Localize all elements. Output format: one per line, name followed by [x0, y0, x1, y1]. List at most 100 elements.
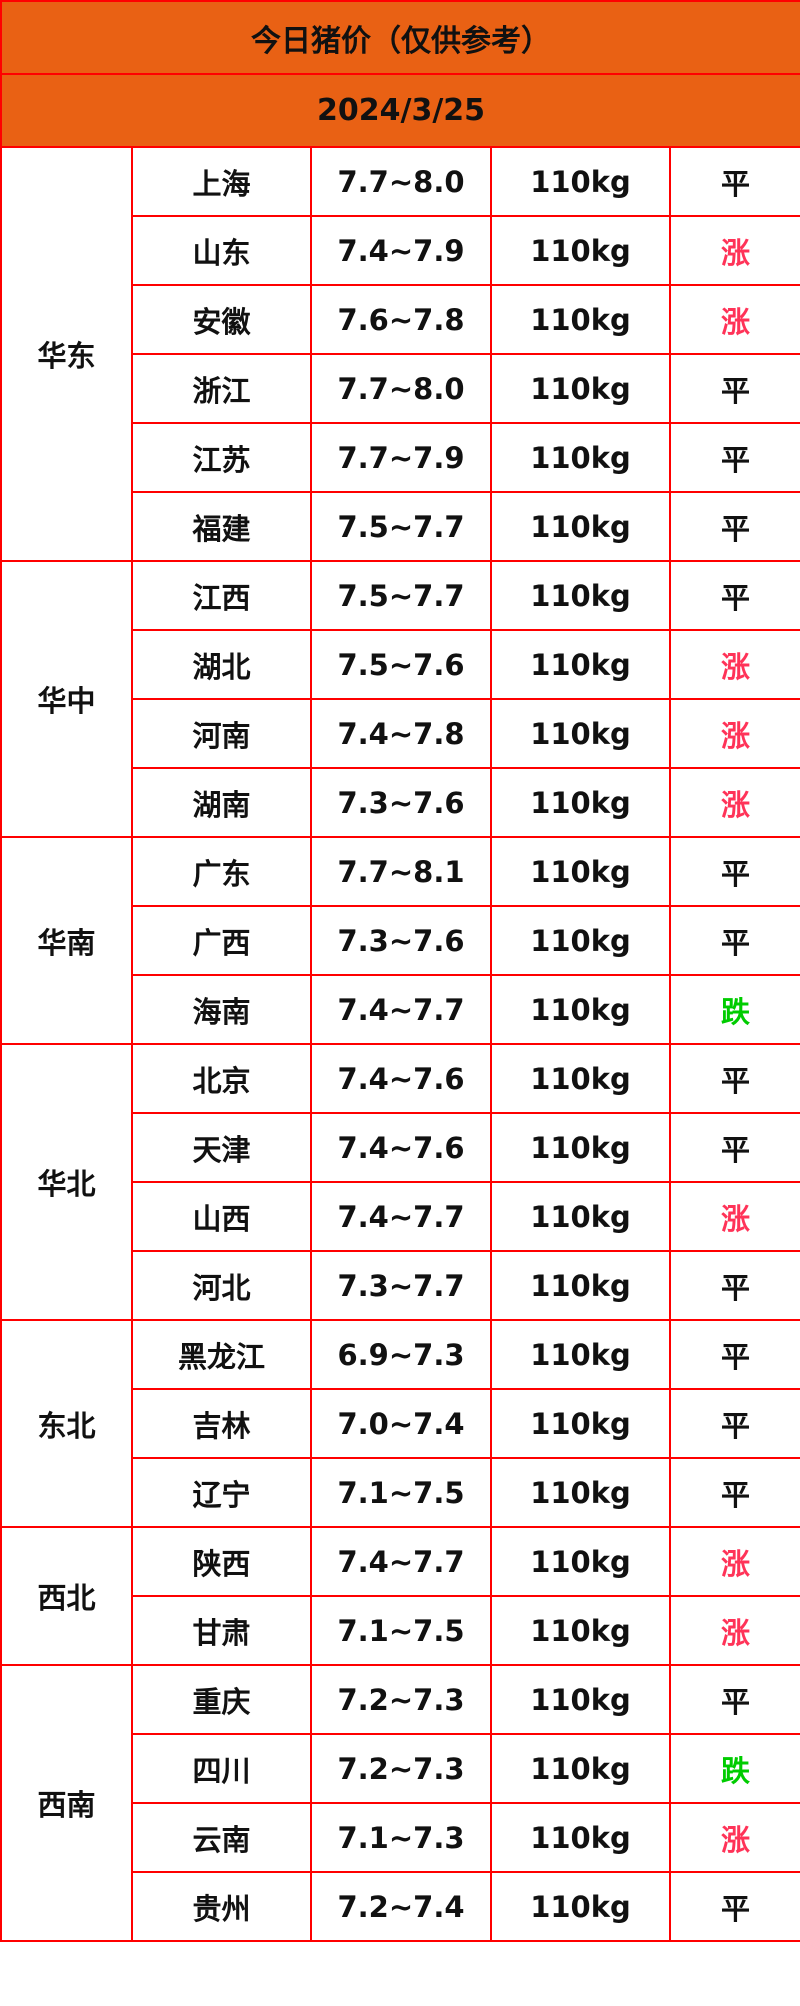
- province-cell: 湖北: [131, 629, 312, 700]
- weight-cell: 110kg: [490, 1388, 671, 1459]
- province-cell: 广西: [131, 905, 312, 976]
- table-row: 安徽 7.6~7.8 110kg 涨: [1, 284, 800, 355]
- weight-cell: 110kg: [490, 491, 671, 562]
- weight-cell: 110kg: [490, 1319, 671, 1390]
- province-cell: 四川: [131, 1733, 312, 1804]
- price-cell: 7.1~7.5: [310, 1457, 492, 1528]
- table-row: 天津 7.4~7.6 110kg 平: [1, 1112, 800, 1183]
- table-row: 四川 7.2~7.3 110kg 跌: [1, 1733, 800, 1804]
- province-cell: 河北: [131, 1250, 312, 1321]
- price-cell: 7.6~7.8: [310, 284, 492, 355]
- table-row: 贵州 7.2~7.4 110kg 平: [1, 1871, 800, 1942]
- price-cell: 7.1~7.5: [310, 1595, 492, 1666]
- price-cell: 7.1~7.3: [310, 1802, 492, 1873]
- price-cell: 7.4~7.6: [310, 1043, 492, 1114]
- province-cell: 江西: [131, 560, 312, 631]
- weight-cell: 110kg: [490, 1112, 671, 1183]
- province-cell: 天津: [131, 1112, 312, 1183]
- trend-cell: 涨: [668, 1802, 800, 1873]
- weight-cell: 110kg: [490, 422, 671, 493]
- table-row: 东北 黑龙江 6.9~7.3 110kg 平: [0, 1319, 800, 1528]
- trend-cell: 涨: [668, 767, 800, 838]
- province-cell: 辽宁: [131, 1457, 312, 1528]
- price-cell: 7.7~8.1: [310, 836, 492, 907]
- province-cell: 北京: [131, 1043, 312, 1114]
- price-cell: 7.7~8.0: [310, 353, 492, 424]
- price-cell: 7.7~7.9: [310, 422, 492, 493]
- province-cell: 贵州: [131, 1871, 312, 1942]
- province-cell: 黑龙江: [131, 1319, 312, 1390]
- province-cell: 吉林: [131, 1388, 312, 1459]
- table-row: 浙江 7.7~8.0 110kg 平: [1, 353, 800, 424]
- trend-cell: 平: [668, 1871, 800, 1942]
- table-row: 河南 7.4~7.8 110kg 涨: [1, 698, 800, 769]
- province-cell: 山西: [131, 1181, 312, 1252]
- trend-cell: 涨: [668, 1181, 800, 1252]
- province-cell: 广东: [131, 836, 312, 907]
- table-row: 华中 江西 7.5~7.7 110kg 平: [0, 560, 800, 838]
- trend-cell: 平: [668, 1250, 800, 1321]
- province-cell: 河南: [131, 698, 312, 769]
- trend-cell: 平: [668, 1664, 800, 1735]
- trend-cell: 平: [668, 422, 800, 493]
- trend-cell: 平: [668, 836, 800, 907]
- weight-cell: 110kg: [490, 767, 671, 838]
- table-title: 今日猪价（仅供参考）: [0, 0, 800, 75]
- province-cell: 湖南: [131, 767, 312, 838]
- weight-cell: 110kg: [490, 698, 671, 769]
- trend-cell: 涨: [668, 1595, 800, 1666]
- pig-price-table: 今日猪价（仅供参考） 2024/3/25 华东 上海 7.7~8.0 110kg 平山东…: [0, 0, 800, 1942]
- weight-cell: 110kg: [490, 1595, 671, 1666]
- price-cell: 7.2~7.3: [310, 1733, 492, 1804]
- trend-cell: 跌: [668, 1733, 800, 1804]
- price-cell: 7.4~7.7: [310, 974, 492, 1045]
- weight-cell: 110kg: [490, 1733, 671, 1804]
- trend-cell: 跌: [668, 974, 800, 1045]
- price-cell: 6.9~7.3: [310, 1319, 492, 1390]
- table-row: 山西 7.4~7.7 110kg 涨: [1, 1181, 800, 1252]
- price-cell: 7.4~7.9: [310, 215, 492, 286]
- trend-cell: 涨: [668, 1526, 800, 1597]
- price-cell: 7.5~7.7: [310, 560, 492, 631]
- trend-cell: 涨: [668, 215, 800, 286]
- table-row: 吉林 7.0~7.4 110kg 平: [1, 1388, 800, 1459]
- price-cell: 7.4~7.7: [310, 1181, 492, 1252]
- table-row: 辽宁 7.1~7.5 110kg 平: [1, 1457, 800, 1528]
- table-row: 广西 7.3~7.6 110kg 平: [1, 905, 800, 976]
- table-row: 华东 上海 7.7~8.0 110kg 平: [0, 146, 800, 562]
- table-row: 江苏 7.7~7.9 110kg 平: [1, 422, 800, 493]
- trend-cell: 平: [668, 1457, 800, 1528]
- trend-cell: 平: [668, 1388, 800, 1459]
- weight-cell: 110kg: [490, 974, 671, 1045]
- weight-cell: 110kg: [490, 905, 671, 976]
- weight-cell: 110kg: [490, 836, 671, 907]
- price-cell: 7.3~7.6: [310, 767, 492, 838]
- weight-cell: 110kg: [490, 1871, 671, 1942]
- weight-cell: 110kg: [490, 1457, 671, 1528]
- trend-cell: 平: [668, 1112, 800, 1183]
- table-row: 山东 7.4~7.9 110kg 涨: [1, 215, 800, 286]
- table-row: 湖北 7.5~7.6 110kg 涨: [1, 629, 800, 700]
- price-cell: 7.7~8.0: [310, 146, 492, 217]
- weight-cell: 110kg: [490, 1664, 671, 1735]
- trend-cell: 平: [668, 146, 800, 217]
- table-row: 河北 7.3~7.7 110kg 平: [1, 1250, 800, 1321]
- weight-cell: 110kg: [490, 284, 671, 355]
- price-cell: 7.4~7.7: [310, 1526, 492, 1597]
- weight-cell: 110kg: [490, 629, 671, 700]
- province-cell: 浙江: [131, 353, 312, 424]
- trend-cell: 涨: [668, 629, 800, 700]
- price-cell: 7.2~7.4: [310, 1871, 492, 1942]
- trend-cell: 涨: [668, 698, 800, 769]
- province-cell: 陕西: [131, 1526, 312, 1597]
- province-cell: 山东: [131, 215, 312, 286]
- table-row: 华北 北京 7.4~7.6 110kg 平: [0, 1043, 800, 1321]
- price-cell: 7.3~7.6: [310, 905, 492, 976]
- table-row: 福建 7.5~7.7 110kg 平: [1, 491, 800, 562]
- weight-cell: 110kg: [490, 353, 671, 424]
- region-cell: 华南: [0, 836, 133, 1045]
- region-cell: 华中: [0, 560, 133, 838]
- price-cell: 7.2~7.3: [310, 1664, 492, 1735]
- province-cell: 安徽: [131, 284, 312, 355]
- region-cell: 华北: [0, 1043, 133, 1321]
